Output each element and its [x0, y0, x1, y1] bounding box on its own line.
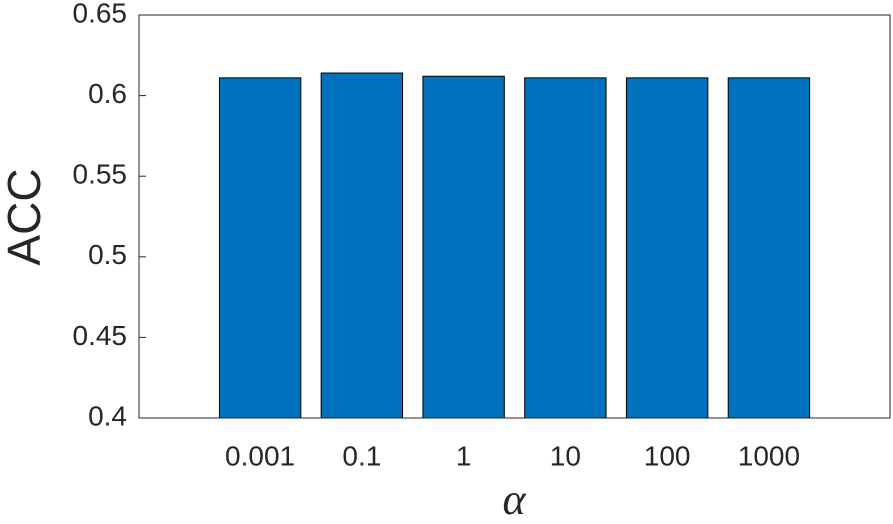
y-tick-label: 0.6 — [88, 78, 127, 109]
y-tick-label: 0.45 — [73, 320, 128, 351]
y-tick-label: 0.65 — [73, 0, 128, 28]
y-tick-label: 0.5 — [88, 239, 127, 270]
x-tick-label: 0.1 — [342, 440, 381, 471]
bar — [524, 77, 607, 419]
x-axis-label: α — [502, 475, 526, 524]
x-tick-label: 0.001 — [225, 440, 295, 471]
x-tick-label: 10 — [550, 440, 581, 471]
y-tick-label: 0.4 — [88, 400, 127, 431]
bar — [218, 77, 302, 419]
x-tick-label: 1 — [456, 440, 472, 471]
plot-frame — [138, 14, 891, 419]
x-tick-label: 1000 — [738, 440, 800, 471]
bar — [422, 75, 505, 419]
x-tick-label: 100 — [644, 440, 691, 471]
y-axis-label: ACC — [0, 168, 50, 265]
y-tick-label: 0.55 — [73, 159, 128, 190]
bar — [625, 77, 709, 419]
bar — [727, 77, 811, 419]
bar — [320, 72, 404, 419]
